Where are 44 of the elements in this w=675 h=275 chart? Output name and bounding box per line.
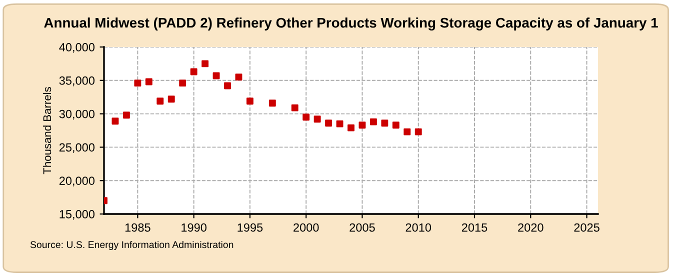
point [156,98,164,105]
source-note: Source: U.S. Energy Information Administration [30,240,234,250]
y-tick-label: 25,000 [59,143,95,153]
point [212,72,220,80]
point [224,82,231,90]
x-tick-label: 1990 [182,223,206,232]
point [168,96,175,103]
point [190,68,198,76]
x-tick-label: 2015 [462,223,488,232]
point [112,118,119,125]
point [314,116,321,123]
chart-title: Annual Midwest (PADD 2) Refinery Other Products Working Storage Capacity as of January 1 [44,17,658,30]
x-tick-label: 2005 [350,223,375,232]
point [404,128,411,136]
point [179,80,186,87]
x-tick-label: 2020 [518,223,544,232]
point [348,124,354,132]
point [325,120,332,127]
point [358,122,366,129]
point [122,112,130,119]
x-tick-label: 2010 [406,223,432,232]
point [414,128,422,136]
point [302,114,310,121]
y-axis-title: Thousand Barrels [42,87,52,174]
point [336,120,344,128]
point [145,78,152,86]
point [235,74,242,81]
y-tick-label: 35,000 [59,76,95,86]
point [370,118,377,126]
point [392,122,400,129]
point [291,104,298,112]
x-tick-label: 2000 [294,223,319,232]
point [202,60,209,68]
y-tick-label: 30,000 [59,110,95,120]
point [268,100,276,107]
point [381,120,388,127]
y-tick-label: 15,000 [60,210,95,220]
x-tick-label: 2025 [574,223,600,232]
point [246,98,254,105]
y-tick-label: 20,000 [59,176,95,186]
x-tick-label: 1985 [125,223,150,232]
point [134,80,142,87]
x-tick-label: 1995 [238,223,263,232]
y-tick-label: 40,000 [59,43,95,53]
